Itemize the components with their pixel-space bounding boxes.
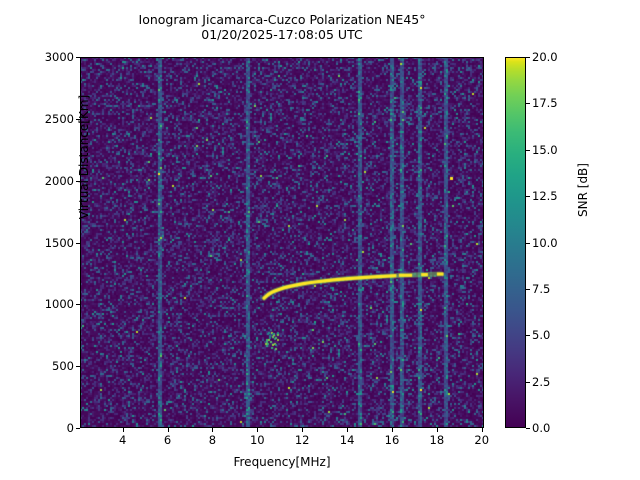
y-tick-mark (76, 304, 80, 305)
chart-title-line-1: Ionogram Jicamarca-Cuzco Polarization NE… (138, 12, 426, 27)
colorbar-tick-labels: 0.0 2.5 5.0 7.5 10.0 12.5 15.0 17.5 20.0 (532, 50, 578, 435)
colorbar-tick-label: 17.5 (532, 96, 558, 111)
colorbar-tick-mark (526, 57, 530, 58)
x-tick-mark (347, 428, 348, 432)
axis-spine-right (483, 57, 484, 428)
x-axis-label: Frequency[MHz] (233, 455, 331, 469)
x-tick-mark (123, 428, 124, 432)
chart-title: Ionogram Jicamarca-Cuzco Polarization NE… (80, 12, 484, 42)
x-axis-tick-marks (80, 428, 484, 432)
colorbar-tick-label: 15.0 (532, 142, 558, 157)
x-tick-label: 18 (429, 433, 445, 447)
x-tick-mark (392, 428, 393, 432)
y-tick-label: 2000 (44, 173, 74, 188)
y-tick-mark (76, 243, 80, 244)
x-tick-mark (168, 428, 169, 432)
colorbar-tick-label: 0.0 (532, 421, 551, 435)
axis-spine-bottom (80, 427, 484, 428)
x-tick-mark (212, 428, 213, 432)
plot-area[interactable] (80, 57, 484, 428)
x-tick-mark (437, 428, 438, 432)
axis-spine-top (80, 57, 484, 58)
colorbar-tick-label: 2.5 (532, 374, 551, 389)
y-tick-mark (76, 428, 80, 429)
y-tick-mark (76, 181, 80, 182)
y-tick-mark (76, 57, 80, 58)
colorbar-tick-mark (526, 150, 530, 151)
y-tick-mark (76, 119, 80, 120)
colorbar-tick-mark (526, 243, 530, 244)
x-tick-label: 12 (294, 433, 310, 447)
colorbar-tick-mark (526, 428, 530, 429)
y-tick-label: 1000 (44, 297, 74, 312)
x-tick-label: 10 (249, 433, 265, 447)
colorbar-tick-mark (526, 196, 530, 197)
colorbar-tick-label: 5.0 (532, 328, 551, 343)
colorbar-label: SNR [dB] (576, 163, 590, 217)
y-axis-tick-labels: 0 500 1000 1500 2000 2500 3000 (30, 50, 74, 435)
axis-spine-left (80, 57, 81, 428)
colorbar-tick-label: 20.0 (532, 50, 558, 64)
y-tick-label: 2500 (44, 111, 74, 126)
y-tick-label: 500 (52, 359, 74, 374)
x-tick-label: 6 (163, 433, 172, 447)
x-tick-mark (482, 428, 483, 432)
y-tick-label: 3000 (44, 50, 74, 64)
x-tick-label: 4 (118, 433, 127, 447)
x-tick-label: 8 (208, 433, 217, 447)
colorbar-tick-mark (526, 289, 530, 290)
colorbar-gradient (505, 57, 526, 428)
y-axis-tick-marks (76, 57, 80, 429)
colorbar-tick-label: 12.5 (532, 189, 558, 204)
colorbar-tick-mark (526, 382, 530, 383)
colorbar-tick-mark (526, 335, 530, 336)
y-tick-mark (76, 366, 80, 367)
x-tick-mark (257, 428, 258, 432)
colorbar-tick-mark (526, 103, 530, 104)
y-tick-label: 0 (66, 421, 74, 435)
x-tick-label: 16 (384, 433, 400, 447)
y-tick-label: 1500 (44, 235, 74, 250)
chart-title-line-2: 01/20/2025-17:08:05 UTC (201, 27, 363, 42)
echo-trace-layer (80, 57, 484, 428)
colorbar-tick-label: 7.5 (532, 281, 551, 296)
x-tick-label: 14 (339, 433, 355, 447)
x-tick-label: 20 (474, 433, 490, 447)
colorbar-tick-label: 10.0 (532, 235, 558, 250)
colorbar-tick-marks (526, 57, 531, 429)
x-axis-tick-labels: 4 6 8 10 12 14 16 18 20 (80, 433, 489, 449)
x-tick-mark (302, 428, 303, 432)
